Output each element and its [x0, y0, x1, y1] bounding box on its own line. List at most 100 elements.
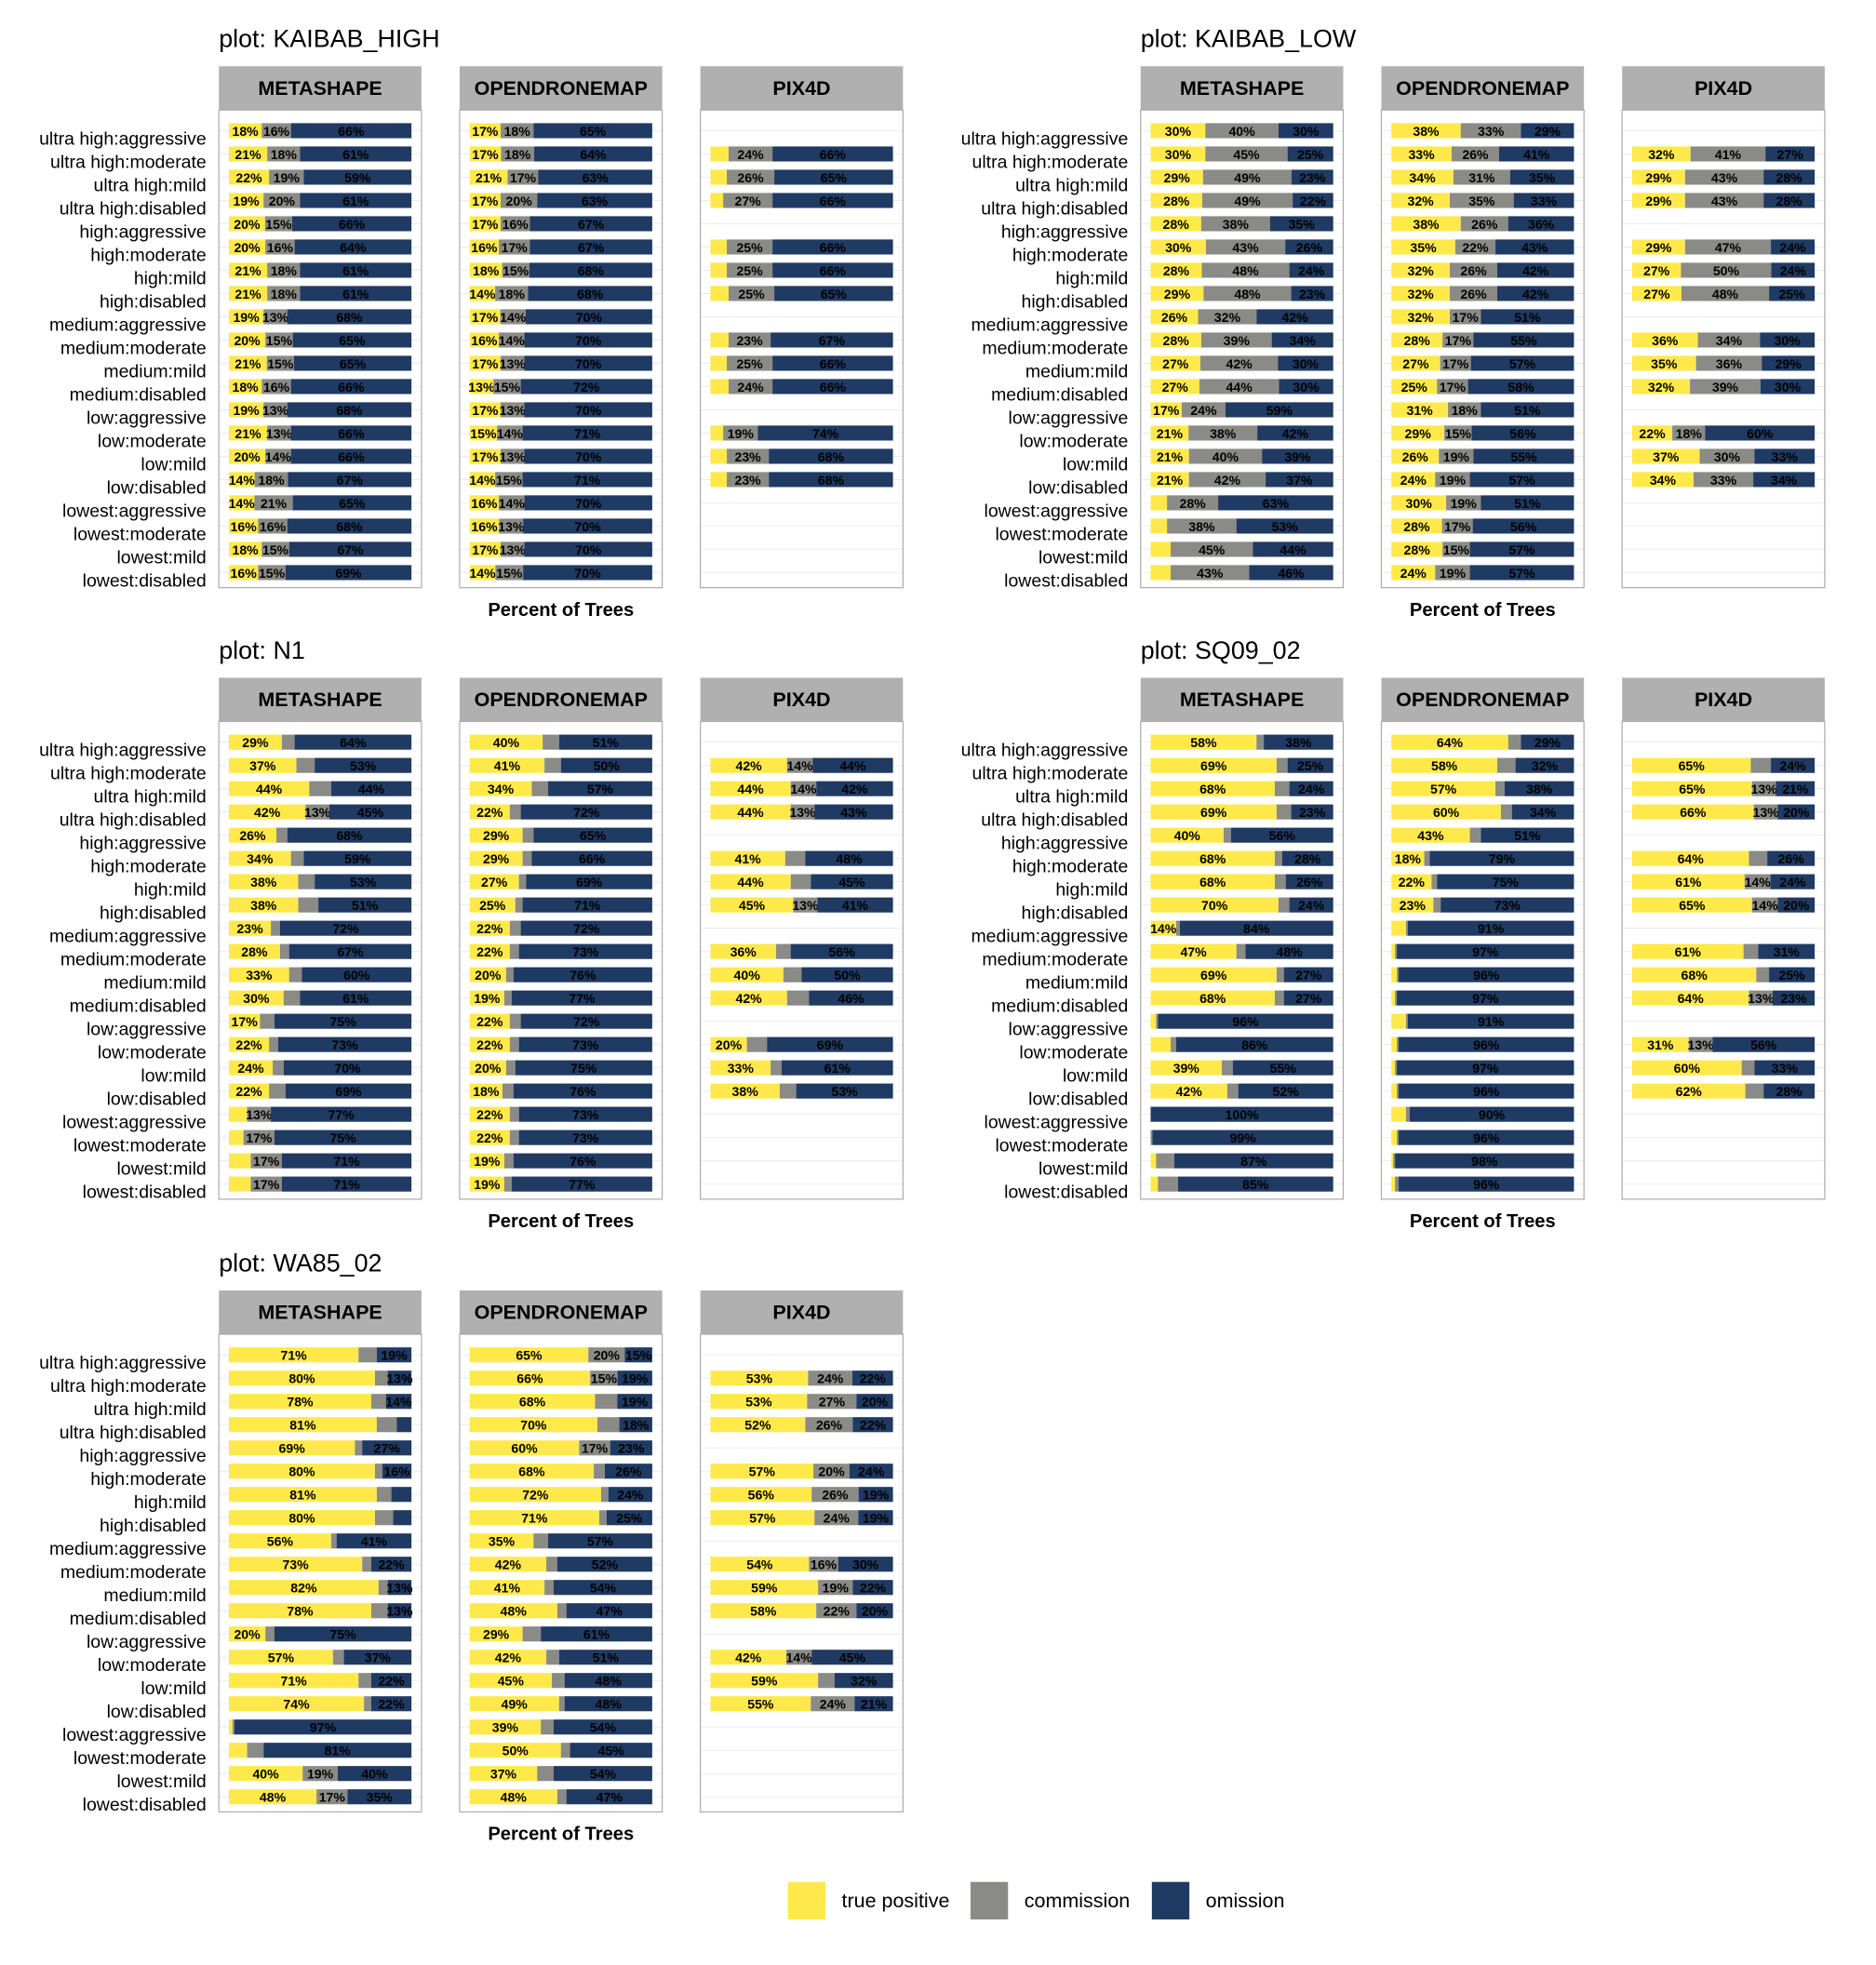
- bar-data-label: 61%: [824, 1061, 851, 1076]
- bar-segment-commission: [290, 850, 304, 866]
- bar-data-label: 23%: [618, 1441, 645, 1456]
- category-tick-label: low:mild: [141, 454, 206, 475]
- bar-data-label: 61%: [342, 263, 369, 278]
- bar-data-label: 37%: [1653, 449, 1680, 464]
- bar-segment-true-positive: [1391, 850, 1425, 866]
- bar-segment-true-positive: [469, 1036, 510, 1052]
- bar-segment-commission: [1439, 448, 1474, 464]
- bar-data-label: 44%: [737, 875, 764, 889]
- bar-data-label: 41%: [494, 1581, 521, 1596]
- bar-data-label: 50%: [594, 758, 621, 773]
- bar-segment-omission: [1511, 804, 1574, 820]
- bar-segment-commission: [518, 874, 527, 889]
- facet-strip-label: OPENDRONEMAP: [475, 688, 648, 711]
- bar-segment-true-positive: [710, 1060, 771, 1076]
- bar-segment-true-positive: [469, 1650, 547, 1665]
- bar-segment-true-positive: [1391, 827, 1470, 843]
- bar-segment-commission: [727, 355, 773, 371]
- bar-segment-true-positive: [1631, 757, 1751, 773]
- bar-segment-true-positive: [469, 897, 516, 913]
- bar-segment-commission: [1699, 448, 1755, 464]
- bar-segment-true-positive: [710, 1083, 780, 1099]
- bar-segment-true-positive: [1150, 123, 1206, 139]
- bar-segment-commission: [1495, 781, 1505, 796]
- bar-data-label: 13%: [498, 519, 525, 534]
- bar-segment-omission: [529, 262, 652, 278]
- bar-data-label: 24%: [1190, 403, 1217, 418]
- bar-segment-true-positive: [710, 804, 791, 820]
- category-tick-label: ultra high:aggressive: [39, 128, 207, 149]
- category-tick-label: low:moderate: [98, 1043, 207, 1063]
- bar-segment-commission: [507, 169, 539, 185]
- bar-segment-omission: [271, 1106, 412, 1122]
- bar-segment-commission: [784, 850, 806, 866]
- bar-data-label: 26%: [1161, 310, 1188, 325]
- bar-data-label: 32%: [851, 1674, 878, 1689]
- bar-segment-true-positive: [1631, 262, 1682, 278]
- bar-segment-omission: [303, 850, 412, 866]
- bar-data-label: 16%: [471, 333, 498, 348]
- bar-data-label: 28%: [1163, 194, 1190, 208]
- bar-data-label: 56%: [1509, 426, 1536, 441]
- bar-data-label: 20%: [234, 1627, 261, 1642]
- bar-data-label: 14%: [785, 1651, 812, 1665]
- bar-segment-omission: [858, 1487, 893, 1503]
- bar-data-label: 19%: [274, 170, 301, 185]
- bar-data-label: 14%: [790, 782, 817, 796]
- bar-data-label: 35%: [1529, 170, 1556, 185]
- bar-data-label: 14%: [500, 310, 527, 325]
- bar-data-label: 73%: [282, 1557, 309, 1572]
- bar-segment-commission: [1274, 781, 1290, 796]
- bar-data-label: 43%: [1521, 240, 1548, 255]
- bar-data-label: 22%: [1639, 426, 1666, 441]
- bar-data-label: 68%: [336, 403, 363, 418]
- bar-data-label: 68%: [1199, 991, 1226, 1006]
- bar-data-label: 56%: [829, 944, 856, 959]
- bar-segment-omission: [1495, 239, 1574, 255]
- bar-segment-commission: [1697, 332, 1761, 348]
- bar-segment-true-positive: [228, 448, 266, 464]
- bar-segment-commission: [727, 262, 773, 278]
- bar-data-label: 71%: [333, 1154, 360, 1169]
- bar-segment-commission: [1437, 379, 1468, 394]
- bar-segment-commission: [1199, 379, 1280, 394]
- bar-segment-commission: [501, 216, 530, 232]
- category-tick-label: high:disabled: [100, 291, 207, 312]
- facet-strip: [1140, 66, 1344, 111]
- bar-data-label: 65%: [580, 828, 607, 843]
- bar-data-label: 66%: [516, 1371, 543, 1386]
- bar-data-label: 73%: [572, 1107, 599, 1122]
- bar-data-label: 48%: [1712, 287, 1739, 301]
- bar-segment-omission: [772, 379, 893, 394]
- bar-data-label: 26%: [816, 1418, 843, 1433]
- bar-segment-commission: [1150, 1130, 1153, 1145]
- bar-segment-commission: [499, 239, 530, 255]
- bar-data-label: 42%: [1282, 426, 1309, 441]
- bar-data-label: 44%: [256, 782, 283, 796]
- bar-data-label: 19%: [307, 1767, 334, 1782]
- bar-data-label: 22%: [476, 944, 503, 959]
- bar-segment-commission: [1201, 193, 1293, 208]
- bar-segment-true-positive: [1391, 804, 1501, 820]
- bar-segment-commission: [1223, 827, 1231, 843]
- bar-segment-omission: [849, 1464, 893, 1479]
- bar-segment-commission: [560, 1743, 570, 1758]
- bar-segment-true-positive: [710, 1673, 819, 1689]
- bar-data-label: 96%: [1473, 1130, 1500, 1145]
- bar-segment-omission: [790, 943, 893, 959]
- bar-segment-true-positive: [228, 1743, 248, 1758]
- bar-segment-commission: [250, 1153, 282, 1169]
- bar-data-label: 82%: [290, 1581, 317, 1596]
- bar-segment-true-positive: [228, 1176, 251, 1192]
- bar-data-label: 41%: [734, 851, 761, 866]
- bar-segment-commission: [358, 1347, 377, 1363]
- bar-data-label: 75%: [570, 1061, 597, 1076]
- bar-segment-omission: [511, 1176, 652, 1192]
- bar-segment-omission: [604, 1464, 652, 1479]
- bar-data-label: 54%: [590, 1581, 617, 1596]
- bar-segment-true-positive: [469, 1533, 534, 1549]
- bar-segment-true-positive: [1391, 1153, 1394, 1169]
- x-axis-title: Percent of Trees: [1410, 600, 1556, 621]
- bar-segment-commission: [298, 897, 319, 913]
